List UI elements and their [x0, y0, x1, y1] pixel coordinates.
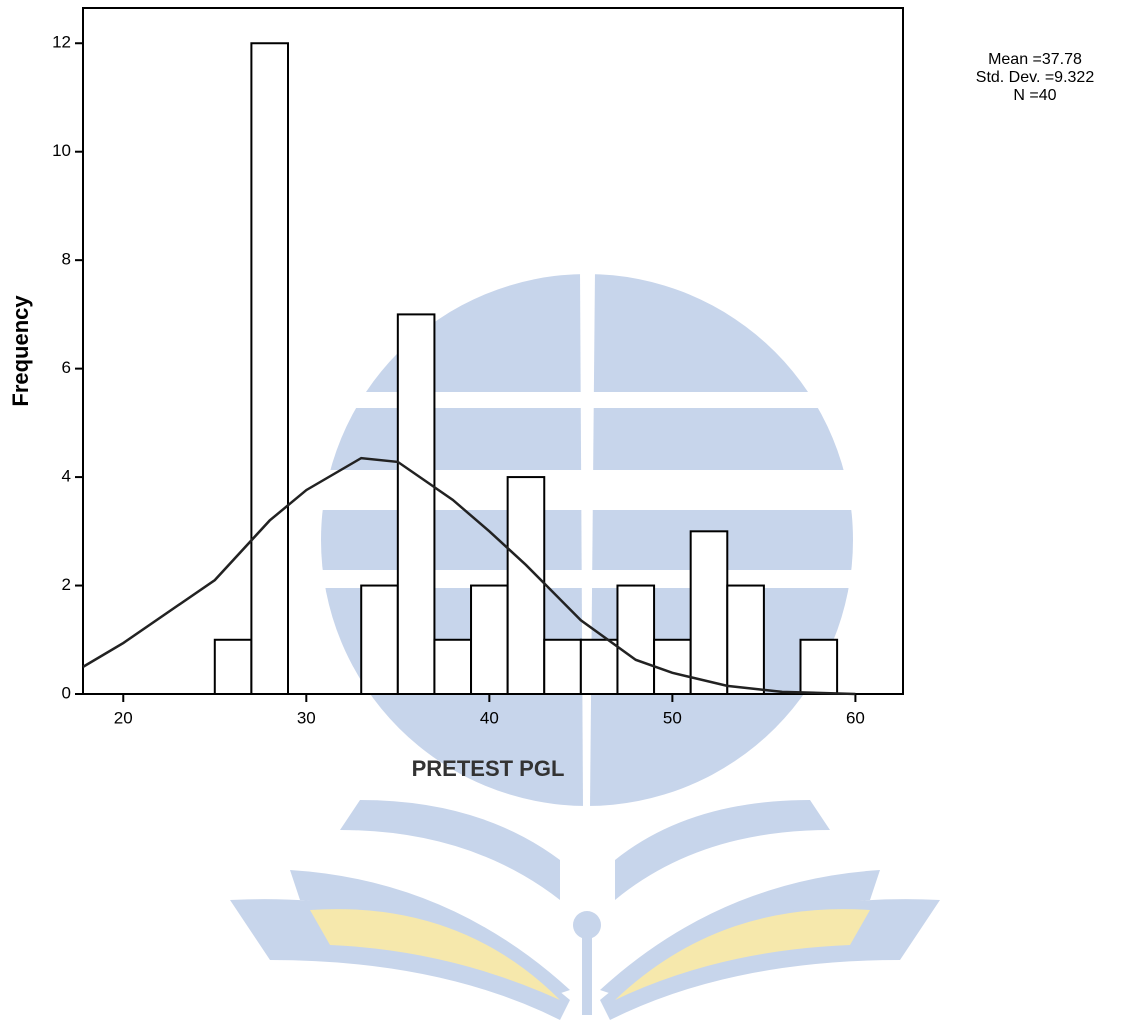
bar	[617, 586, 654, 694]
x-tick-label: 60	[846, 708, 865, 727]
bar	[691, 531, 728, 694]
bar	[215, 640, 252, 694]
stat-n: N =40	[1013, 87, 1056, 104]
bar	[471, 586, 508, 694]
chart: PRETEST PGL Frequency Mean =37.78 Std. D…	[0, 0, 1132, 1027]
bar	[361, 586, 398, 694]
x-tick-label: 20	[114, 708, 133, 727]
x-tick-label: 50	[663, 708, 682, 727]
y-tick-label: 2	[62, 575, 71, 594]
y-tick-label: 10	[52, 141, 71, 160]
y-tick-label: 12	[52, 33, 71, 52]
y-tick-label: 6	[62, 358, 71, 377]
y-tick-label: 8	[62, 250, 71, 269]
bar	[434, 640, 471, 694]
x-tick-label: 30	[297, 708, 316, 727]
x-axis-title: PRETEST PGL	[412, 756, 565, 781]
bar	[251, 43, 288, 694]
bar	[727, 586, 764, 694]
stat-sd: Std. Dev. =9.322	[976, 69, 1095, 86]
bar	[508, 477, 545, 694]
stat-mean: Mean =37.78	[988, 51, 1082, 68]
x-tick-label: 40	[480, 708, 499, 727]
bar	[544, 640, 581, 694]
bar	[581, 640, 618, 694]
bar	[801, 640, 838, 694]
y-axis-title: Frequency	[8, 295, 33, 407]
bar	[654, 640, 691, 694]
bar	[398, 314, 435, 694]
y-tick-label: 4	[62, 467, 71, 486]
y-tick-label: 0	[62, 683, 71, 702]
